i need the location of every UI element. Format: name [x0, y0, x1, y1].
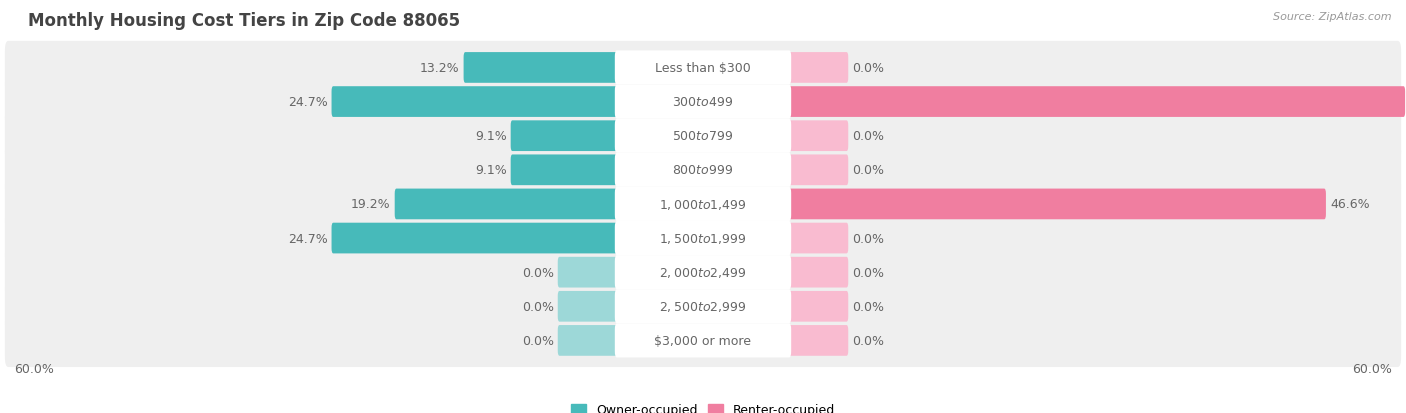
FancyBboxPatch shape — [332, 223, 619, 254]
FancyBboxPatch shape — [787, 257, 848, 288]
FancyBboxPatch shape — [4, 246, 1402, 299]
Legend: Owner-occupied, Renter-occupied: Owner-occupied, Renter-occupied — [567, 398, 839, 413]
FancyBboxPatch shape — [4, 280, 1402, 333]
FancyBboxPatch shape — [4, 144, 1402, 197]
FancyBboxPatch shape — [4, 314, 1402, 367]
Text: 0.0%: 0.0% — [522, 266, 554, 279]
Text: 60.0%: 60.0% — [14, 362, 53, 375]
FancyBboxPatch shape — [395, 189, 619, 220]
FancyBboxPatch shape — [614, 153, 792, 188]
Text: 9.1%: 9.1% — [475, 164, 506, 177]
FancyBboxPatch shape — [558, 325, 619, 356]
Text: 0.0%: 0.0% — [852, 62, 884, 75]
FancyBboxPatch shape — [787, 155, 848, 186]
FancyBboxPatch shape — [614, 188, 792, 221]
Text: $1,000 to $1,499: $1,000 to $1,499 — [659, 197, 747, 211]
FancyBboxPatch shape — [614, 221, 792, 256]
FancyBboxPatch shape — [4, 178, 1402, 231]
FancyBboxPatch shape — [787, 53, 848, 83]
FancyBboxPatch shape — [787, 291, 848, 322]
FancyBboxPatch shape — [787, 223, 848, 254]
Text: 0.0%: 0.0% — [852, 130, 884, 143]
Text: 60.0%: 60.0% — [1353, 362, 1392, 375]
Text: $300 to $499: $300 to $499 — [672, 96, 734, 109]
FancyBboxPatch shape — [558, 257, 619, 288]
Text: $500 to $799: $500 to $799 — [672, 130, 734, 143]
FancyBboxPatch shape — [787, 325, 848, 356]
Text: 46.6%: 46.6% — [1330, 198, 1369, 211]
Text: $800 to $999: $800 to $999 — [672, 164, 734, 177]
Text: 9.1%: 9.1% — [475, 130, 506, 143]
Text: $2,000 to $2,499: $2,000 to $2,499 — [659, 266, 747, 280]
Text: 0.0%: 0.0% — [522, 334, 554, 347]
FancyBboxPatch shape — [4, 42, 1402, 95]
FancyBboxPatch shape — [510, 155, 619, 186]
FancyBboxPatch shape — [614, 51, 792, 85]
FancyBboxPatch shape — [464, 53, 619, 83]
Text: 0.0%: 0.0% — [852, 300, 884, 313]
Text: $2,500 to $2,999: $2,500 to $2,999 — [659, 299, 747, 313]
FancyBboxPatch shape — [614, 256, 792, 290]
Text: 24.7%: 24.7% — [288, 96, 328, 109]
Text: 0.0%: 0.0% — [852, 232, 884, 245]
FancyBboxPatch shape — [787, 121, 848, 152]
FancyBboxPatch shape — [558, 291, 619, 322]
Text: 0.0%: 0.0% — [852, 164, 884, 177]
FancyBboxPatch shape — [614, 85, 792, 119]
Text: 0.0%: 0.0% — [852, 266, 884, 279]
FancyBboxPatch shape — [614, 290, 792, 323]
FancyBboxPatch shape — [614, 119, 792, 153]
Text: Monthly Housing Cost Tiers in Zip Code 88065: Monthly Housing Cost Tiers in Zip Code 8… — [28, 12, 460, 30]
FancyBboxPatch shape — [787, 87, 1405, 118]
FancyBboxPatch shape — [510, 121, 619, 152]
FancyBboxPatch shape — [4, 110, 1402, 163]
FancyBboxPatch shape — [332, 87, 619, 118]
FancyBboxPatch shape — [4, 212, 1402, 265]
Text: 0.0%: 0.0% — [522, 300, 554, 313]
Text: 13.2%: 13.2% — [420, 62, 460, 75]
FancyBboxPatch shape — [787, 189, 1326, 220]
Text: 24.7%: 24.7% — [288, 232, 328, 245]
Text: 19.2%: 19.2% — [352, 198, 391, 211]
FancyBboxPatch shape — [4, 76, 1402, 129]
Text: Less than $300: Less than $300 — [655, 62, 751, 75]
Text: Source: ZipAtlas.com: Source: ZipAtlas.com — [1274, 12, 1392, 22]
Text: $3,000 or more: $3,000 or more — [655, 334, 751, 347]
Text: 0.0%: 0.0% — [852, 334, 884, 347]
Text: $1,500 to $1,999: $1,500 to $1,999 — [659, 232, 747, 245]
FancyBboxPatch shape — [614, 323, 792, 358]
